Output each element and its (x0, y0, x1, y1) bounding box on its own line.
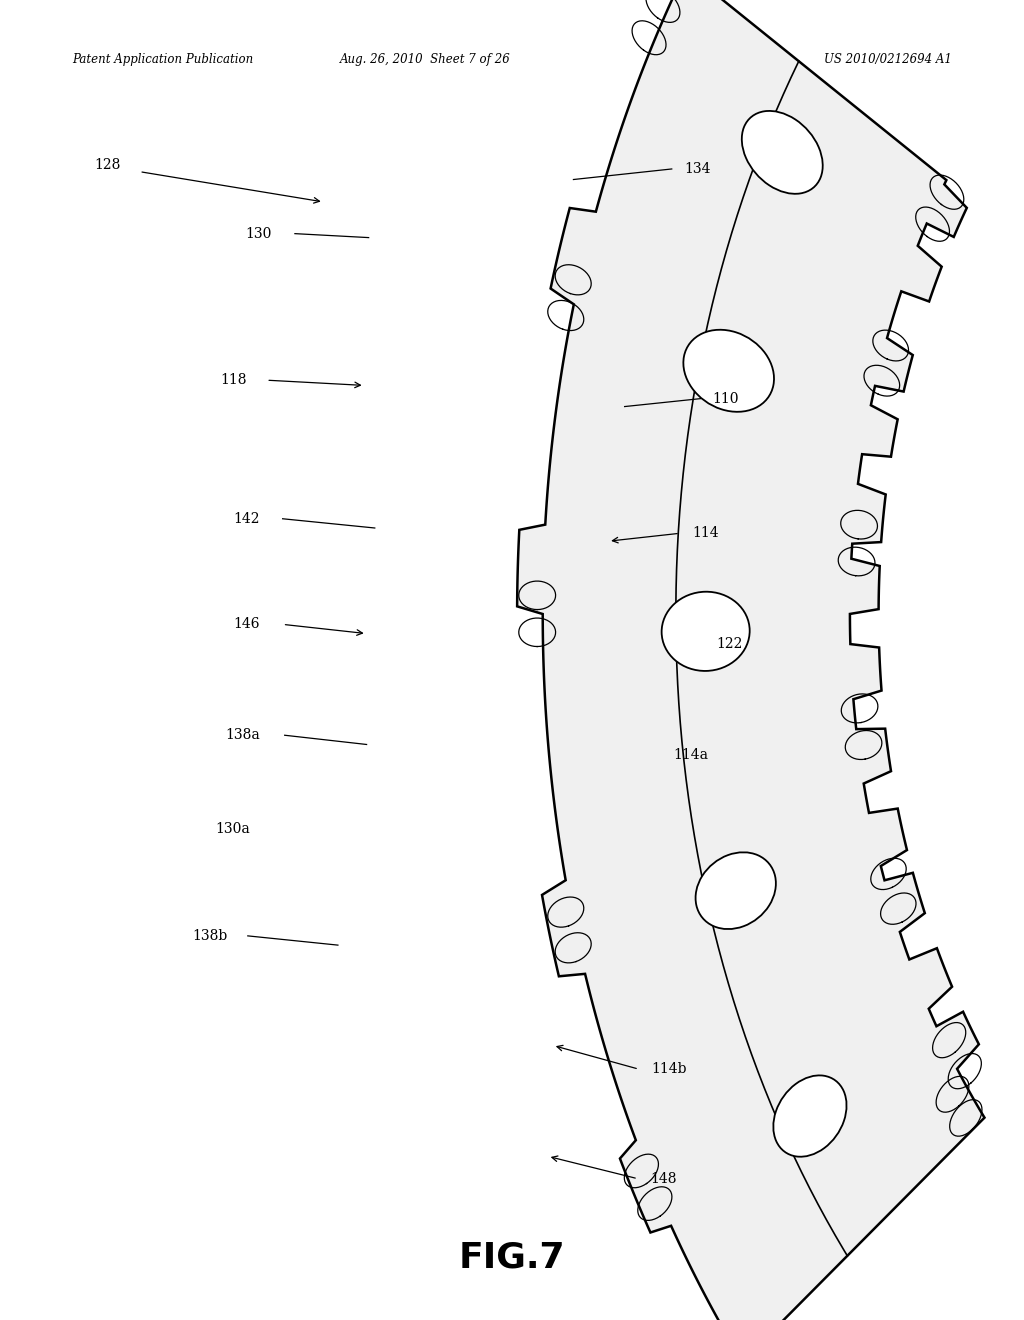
Polygon shape (517, 0, 984, 1320)
Text: 118: 118 (220, 374, 247, 387)
Text: 138b: 138b (193, 929, 227, 942)
Ellipse shape (683, 330, 774, 412)
Ellipse shape (662, 591, 750, 671)
Text: 130a: 130a (215, 822, 250, 836)
Text: 138a: 138a (225, 729, 260, 742)
Text: 130: 130 (246, 227, 272, 240)
Ellipse shape (773, 1076, 847, 1156)
Text: 134: 134 (684, 162, 711, 176)
Text: 114: 114 (692, 527, 719, 540)
Ellipse shape (695, 853, 776, 929)
Text: 142: 142 (233, 512, 260, 525)
Text: 148: 148 (650, 1172, 677, 1185)
Text: FIG.7: FIG.7 (459, 1241, 565, 1275)
Text: Aug. 26, 2010  Sheet 7 of 26: Aug. 26, 2010 Sheet 7 of 26 (340, 53, 510, 66)
Text: 110: 110 (713, 392, 739, 405)
Text: Patent Application Publication: Patent Application Publication (72, 53, 253, 66)
Text: 122: 122 (717, 638, 743, 651)
Text: 114b: 114b (651, 1063, 687, 1076)
Text: 146: 146 (233, 618, 260, 631)
Text: US 2010/0212694 A1: US 2010/0212694 A1 (824, 53, 952, 66)
Text: 114a: 114a (674, 748, 709, 762)
Text: 128: 128 (94, 158, 121, 172)
Ellipse shape (741, 111, 822, 194)
